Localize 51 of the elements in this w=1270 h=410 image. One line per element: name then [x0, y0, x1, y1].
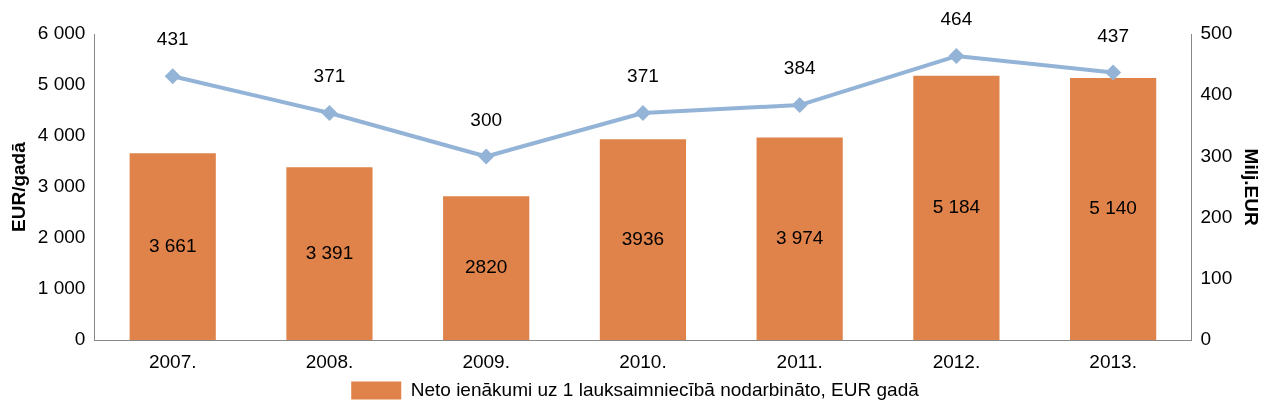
x-tick-label: 2009.	[462, 350, 510, 372]
x-tick-label: 2013.	[1089, 350, 1137, 372]
data-label: 5 184	[932, 196, 981, 218]
data-label: 3 974	[775, 227, 824, 249]
y2-axis-title: Milj.EUR	[1241, 148, 1263, 226]
bar	[286, 167, 373, 341]
legend-label: Neto ienākumi uz 1 lauksaimniecībā nodarbināto, EUR gadā	[410, 378, 920, 400]
y-tick-label: 0	[74, 328, 86, 350]
x-tick-label: 2011.	[776, 350, 823, 372]
point	[791, 97, 808, 114]
bar	[129, 153, 216, 341]
y-axis-title: EUR/gadā	[7, 141, 29, 232]
point	[1105, 64, 1122, 81]
data-label: 300	[470, 108, 503, 130]
y2-tick-label: 400	[1200, 83, 1233, 105]
point	[634, 105, 651, 121]
x-tick-label: 2008.	[305, 350, 354, 372]
x-tick-label: 2007.	[148, 350, 197, 372]
data-label: 384	[783, 57, 816, 79]
data-label: 371	[627, 65, 659, 87]
data-label: 3936	[621, 228, 665, 249]
data-label: 437	[1097, 24, 1129, 46]
data-label: 5 140	[1089, 197, 1137, 219]
data-label: 2820	[465, 256, 508, 278]
data-label: 431	[156, 28, 189, 50]
y2-tick-label: 0	[1200, 328, 1212, 350]
bar	[913, 75, 1000, 341]
y-tick-label: 1 000	[37, 277, 86, 299]
x-tick-label: 2012.	[932, 350, 981, 372]
point	[321, 105, 338, 121]
point	[478, 148, 495, 165]
x-tick-label: 2010.	[619, 350, 667, 372]
point	[948, 48, 965, 65]
data-label: 464	[940, 8, 973, 30]
y2-tick-label: 300	[1200, 144, 1233, 166]
data-label: 3 391	[305, 241, 354, 263]
y-tick-label: 2 000	[37, 226, 86, 248]
bar	[599, 139, 687, 341]
y2-tick-label: 100	[1200, 267, 1233, 289]
data-label: 3 661	[148, 235, 197, 257]
y-tick-label: 5 000	[37, 73, 86, 95]
y-tick-label: 3 000	[37, 175, 86, 197]
y-tick-label: 4 000	[37, 124, 86, 146]
point	[164, 68, 181, 85]
bar	[756, 137, 843, 341]
bar	[1070, 77, 1157, 341]
y2-tick-label: 500	[1200, 22, 1233, 44]
bar	[443, 196, 530, 341]
data-label: 371	[313, 65, 346, 87]
y-tick-label: 6 000	[37, 22, 86, 44]
y2-tick-label: 200	[1200, 205, 1233, 227]
